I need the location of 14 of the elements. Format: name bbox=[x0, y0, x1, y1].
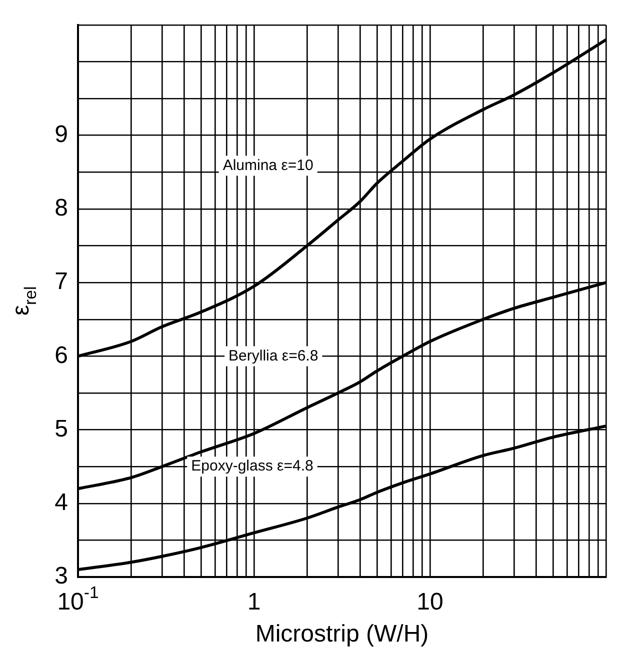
y-tick-label: 9 bbox=[54, 121, 68, 148]
y-axis-title: εrel bbox=[8, 286, 40, 316]
y-tick-label: 7 bbox=[54, 268, 68, 296]
annotation: Epoxy-glass ε=4.8 bbox=[191, 458, 314, 475]
x-axis-title: Microstrip (W/H) bbox=[255, 620, 429, 648]
annotation: Beryllia ε=6.8 bbox=[228, 347, 318, 364]
y-tick-label: 8 bbox=[54, 194, 68, 222]
y-tick-label: 5 bbox=[54, 415, 68, 442]
y-tick-label: 3 bbox=[54, 562, 68, 590]
y-tick-label: 4 bbox=[54, 489, 68, 516]
y-tick-label: 6 bbox=[54, 342, 68, 369]
annotation: Alumina ε=10 bbox=[222, 156, 314, 174]
x-tick-label: 1 bbox=[247, 588, 261, 616]
x-tick-label: 10 bbox=[416, 588, 444, 616]
